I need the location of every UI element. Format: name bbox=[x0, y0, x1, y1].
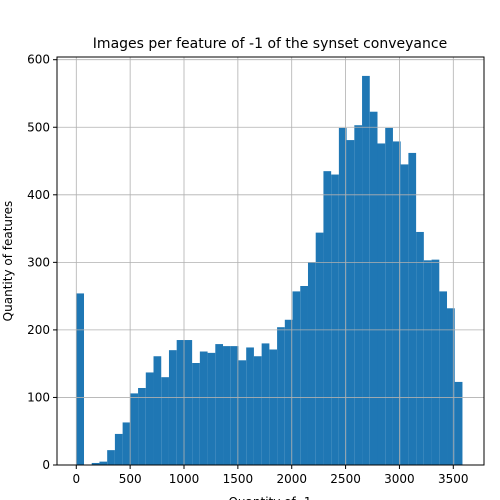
bar bbox=[253, 356, 262, 465]
bar bbox=[246, 347, 254, 465]
y-tick-label: 400 bbox=[27, 188, 50, 202]
bar bbox=[76, 293, 85, 465]
bar bbox=[447, 308, 455, 465]
bar bbox=[377, 143, 386, 466]
bar bbox=[400, 164, 409, 465]
y-axis-label: Quantity of features bbox=[1, 201, 15, 322]
bar bbox=[161, 377, 169, 465]
bar bbox=[269, 349, 278, 465]
bar bbox=[223, 346, 231, 465]
bar bbox=[331, 174, 339, 465]
y-tick-label: 300 bbox=[27, 255, 50, 269]
bar bbox=[284, 319, 293, 465]
bar bbox=[423, 260, 432, 465]
bar bbox=[277, 327, 285, 465]
bar bbox=[408, 152, 417, 465]
bar bbox=[307, 262, 316, 465]
x-tick-label: 2500 bbox=[330, 472, 361, 486]
bar bbox=[338, 127, 347, 465]
bar bbox=[215, 344, 224, 465]
bar bbox=[416, 231, 424, 465]
x-tick-label: 1500 bbox=[223, 472, 254, 486]
y-tick-label: 100 bbox=[27, 390, 50, 404]
x-tick-label: 500 bbox=[119, 472, 142, 486]
x-tick-label: 3500 bbox=[438, 472, 469, 486]
bar bbox=[192, 363, 200, 465]
x-axis-label: Quantity of -1 bbox=[228, 495, 311, 500]
bar bbox=[261, 343, 270, 465]
bar bbox=[184, 340, 193, 465]
bar bbox=[238, 360, 247, 465]
bar bbox=[315, 232, 324, 465]
x-tick-label: 2000 bbox=[276, 472, 307, 486]
bar bbox=[145, 372, 154, 465]
x-tick-label: 1000 bbox=[169, 472, 200, 486]
bar bbox=[369, 111, 378, 465]
bar bbox=[323, 171, 332, 465]
bar bbox=[346, 140, 355, 465]
y-tick-label: 0 bbox=[42, 458, 50, 472]
bar bbox=[362, 75, 370, 465]
bar bbox=[454, 381, 463, 465]
chart-title: Images per feature of -1 of the synset c… bbox=[93, 36, 447, 52]
plot-frame bbox=[56, 56, 485, 466]
y-tick-label: 200 bbox=[27, 323, 50, 337]
bar bbox=[91, 462, 100, 465]
bar bbox=[107, 450, 115, 465]
bar bbox=[385, 127, 393, 465]
bar bbox=[153, 356, 162, 465]
bar bbox=[130, 393, 139, 465]
bar bbox=[176, 340, 185, 465]
y-tick-label: 500 bbox=[27, 120, 50, 134]
bar bbox=[99, 461, 108, 465]
bar bbox=[439, 291, 448, 465]
bar bbox=[431, 259, 440, 465]
bar bbox=[199, 351, 208, 465]
bar bbox=[300, 285, 308, 465]
bar bbox=[114, 433, 123, 465]
bar bbox=[168, 350, 177, 465]
bar bbox=[392, 141, 401, 466]
bar bbox=[207, 352, 216, 465]
bar bbox=[122, 422, 131, 465]
x-tick-label: 0 bbox=[72, 472, 80, 486]
bar bbox=[354, 125, 363, 466]
bar bbox=[230, 346, 239, 465]
y-tick-label: 600 bbox=[27, 53, 50, 67]
bar bbox=[138, 387, 146, 465]
bar bbox=[292, 291, 301, 465]
x-tick-label: 3000 bbox=[384, 472, 415, 486]
